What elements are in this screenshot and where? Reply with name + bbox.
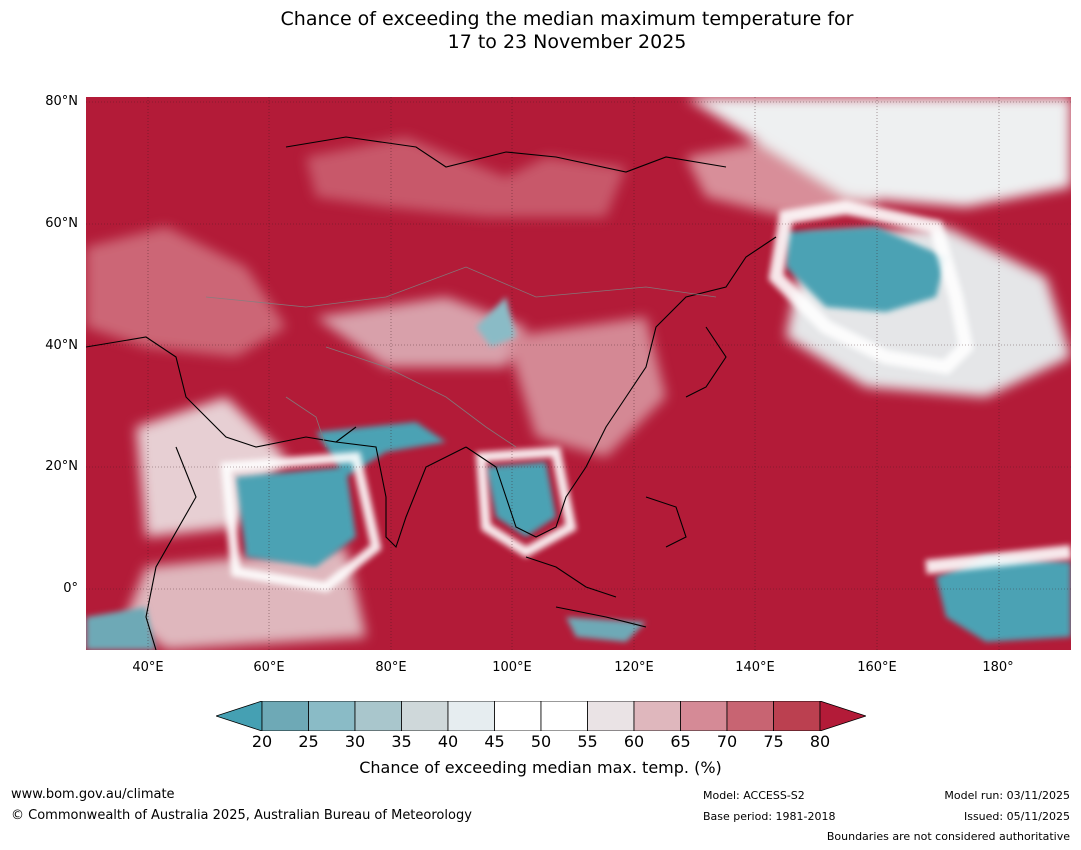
lat-label-0: 0° (63, 581, 78, 596)
colorbar-segment (308, 700, 356, 732)
colorbar-tick-label: 65 (670, 732, 691, 751)
probability-map (86, 97, 1071, 650)
colorbar-tick-label: 60 (623, 732, 645, 751)
lat-label-60n: 60°N (45, 216, 78, 231)
colorbar-arrow-low (214, 700, 263, 732)
copyright-text: © Commonwealth of Australia 2025, Austra… (11, 808, 472, 823)
colorbar-segment (726, 700, 774, 732)
colorbar-segment (261, 700, 309, 732)
title-line-2: 17 to 23 November 2025 (447, 31, 687, 53)
colorbar-graphic (214, 700, 868, 732)
lon-label-140e: 140°E (735, 660, 775, 675)
colorbar-segment (587, 700, 635, 732)
lon-label-160e: 160°E (857, 660, 897, 675)
map-title: Chance of exceeding the median maximum t… (0, 8, 1081, 54)
colorbar-segment (633, 700, 681, 732)
colorbar-arrow-high (819, 700, 868, 732)
base-period: Base period: 1981-2018 (703, 810, 836, 823)
lon-label-80e: 80°E (375, 660, 407, 675)
colorbar (214, 700, 868, 732)
colorbar-tick-label: 70 (716, 732, 738, 751)
colorbar-tick-label: 55 (577, 732, 598, 751)
title-line-1: Chance of exceeding the median maximum t… (280, 8, 854, 30)
colorbar-label: Chance of exceeding median max. temp. (%… (359, 758, 722, 777)
colorbar-tick-label: 30 (344, 732, 366, 751)
lon-label-100e: 100°E (492, 660, 532, 675)
lat-label-40n: 40°N (45, 338, 78, 353)
colorbar-tick-label: 80 (809, 732, 831, 751)
model-name: Model: ACCESS-S2 (703, 789, 805, 802)
near-median-regions (220, 199, 1071, 593)
issued-date: Issued: 05/11/2025 (963, 810, 1070, 823)
colorbar-tick-label: 25 (298, 732, 319, 751)
model-run-date: Model run: 03/11/2025 (944, 789, 1070, 802)
moderate-warm-regions (86, 97, 1071, 650)
map-canvas (86, 97, 1071, 650)
colorbar-tick-label: 35 (391, 732, 412, 751)
colorbar-tick-label: 75 (763, 732, 784, 751)
graticule (86, 97, 1071, 650)
colorbar-segment (354, 700, 402, 732)
colorbar-tick-label: 40 (437, 732, 459, 751)
website-link[interactable]: www.bom.gov.au/climate (11, 787, 175, 802)
colorbar-tick-label: 45 (484, 732, 505, 751)
colorbar-segment (773, 700, 821, 732)
lon-label-40e: 40°E (132, 660, 164, 675)
lat-label-20n: 20°N (45, 459, 78, 474)
lon-label-120e: 120°E (614, 660, 654, 675)
colorbar-segment (540, 700, 588, 732)
lon-label-60e: 60°E (253, 660, 285, 675)
colorbar-segment (401, 700, 449, 732)
boundary-disclaimer: Boundaries are not considered authoritat… (826, 830, 1070, 843)
colorbar-segment (447, 700, 495, 732)
boundaries (205, 266, 717, 448)
colorbar-tick-label: 20 (251, 732, 273, 751)
lat-label-80n: 80°N (45, 94, 78, 109)
lon-label-180: 180° (982, 660, 1014, 675)
colorbar-segment (680, 700, 728, 732)
colorbar-tick-label: 50 (530, 732, 552, 751)
coastlines (86, 136, 777, 650)
colorbar-segment (494, 700, 542, 732)
below-median-regions (86, 227, 1071, 650)
